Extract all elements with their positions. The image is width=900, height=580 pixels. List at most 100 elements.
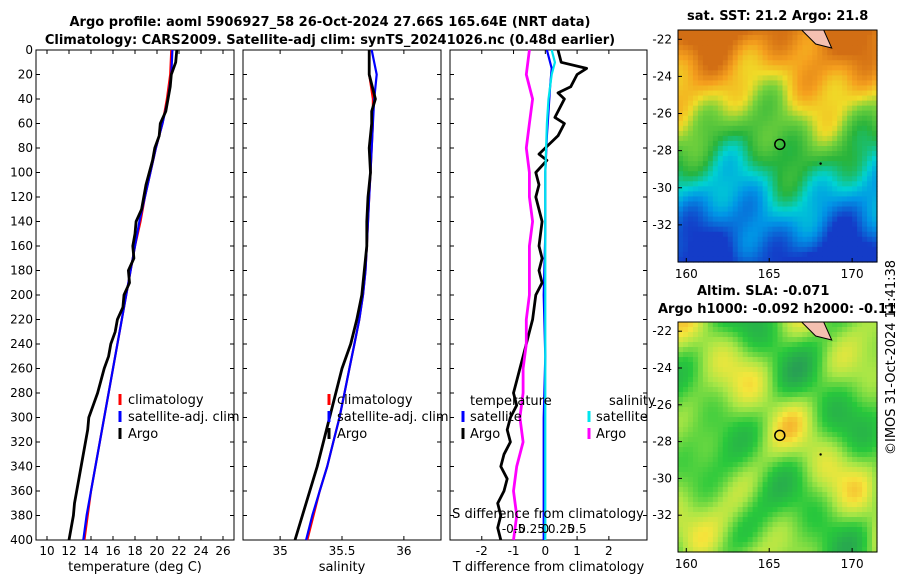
map-cell bbox=[697, 246, 704, 253]
map-cell bbox=[757, 30, 764, 36]
map-cell bbox=[747, 397, 754, 403]
map-cell bbox=[787, 221, 794, 228]
map-cell bbox=[772, 482, 779, 488]
map-cell bbox=[867, 246, 873, 253]
map-cell bbox=[782, 477, 789, 483]
map-cell bbox=[812, 547, 818, 553]
map-cell bbox=[812, 216, 818, 223]
map-cell bbox=[737, 472, 744, 478]
map-cell bbox=[767, 186, 774, 192]
map-cell bbox=[807, 65, 813, 71]
map-cell bbox=[782, 417, 789, 423]
map-cell bbox=[777, 487, 784, 493]
map-cell bbox=[747, 462, 754, 468]
map-cell bbox=[787, 140, 794, 147]
map-cell bbox=[867, 60, 873, 66]
map-cell bbox=[772, 85, 779, 92]
map-cell bbox=[817, 547, 823, 553]
map-cell bbox=[837, 75, 843, 82]
map-cell bbox=[707, 80, 714, 87]
map-cell bbox=[732, 181, 739, 187]
map-cell bbox=[752, 487, 759, 493]
map-cell bbox=[742, 362, 749, 368]
map-cell bbox=[782, 105, 789, 112]
map-cell bbox=[697, 30, 704, 36]
map-cell bbox=[727, 60, 734, 66]
map-cell bbox=[737, 95, 744, 102]
map-cell bbox=[812, 120, 818, 127]
map-cell bbox=[727, 171, 734, 177]
map-cell bbox=[867, 166, 873, 172]
map-cell bbox=[717, 166, 724, 172]
map-cell bbox=[772, 196, 779, 203]
map-cell bbox=[727, 140, 734, 147]
map-cell bbox=[852, 477, 858, 483]
map-cell bbox=[807, 392, 813, 398]
map-cell bbox=[837, 65, 843, 71]
map-cell bbox=[852, 90, 858, 97]
map-cell bbox=[737, 246, 744, 253]
map-cell bbox=[727, 517, 734, 523]
map-cell bbox=[682, 532, 689, 538]
map-cell bbox=[802, 497, 808, 503]
map-cell bbox=[867, 412, 873, 418]
map-cell bbox=[852, 95, 858, 102]
map-cell bbox=[867, 427, 873, 433]
map-cell bbox=[777, 407, 784, 413]
map-cell bbox=[867, 50, 873, 56]
map-cell bbox=[872, 352, 878, 358]
map-cell bbox=[717, 100, 724, 107]
map-cell bbox=[742, 120, 749, 127]
map-cell bbox=[678, 387, 684, 393]
map-cell bbox=[817, 357, 823, 363]
map-cell bbox=[678, 417, 684, 423]
map-cell bbox=[742, 166, 749, 172]
map-cell bbox=[682, 362, 689, 368]
map-cell bbox=[847, 251, 853, 258]
map-cell bbox=[707, 256, 714, 263]
map-cell bbox=[797, 447, 803, 453]
map-cell bbox=[752, 130, 759, 137]
map-cell bbox=[822, 110, 828, 117]
map-cell bbox=[697, 151, 704, 157]
map-cell bbox=[732, 191, 739, 198]
map-cell bbox=[702, 482, 709, 488]
map-cell bbox=[678, 422, 684, 428]
map-cell bbox=[682, 75, 689, 82]
map-cell bbox=[857, 447, 863, 453]
map-cell bbox=[762, 130, 769, 137]
map-cell bbox=[682, 322, 689, 328]
map-cell bbox=[702, 327, 709, 333]
map-cell bbox=[682, 241, 689, 248]
map-cell bbox=[682, 251, 689, 258]
map-cell bbox=[727, 362, 734, 368]
map-cell bbox=[862, 35, 868, 41]
map-cell bbox=[792, 412, 798, 418]
map-cell bbox=[822, 422, 828, 428]
map-cell bbox=[792, 517, 798, 523]
map-cell bbox=[827, 347, 833, 353]
map-cell bbox=[792, 447, 798, 453]
map-cell bbox=[717, 367, 724, 373]
map-cell bbox=[817, 75, 823, 82]
map-cell bbox=[847, 327, 853, 333]
map-cell bbox=[872, 437, 878, 443]
map-cell bbox=[852, 357, 858, 363]
map-cell bbox=[702, 35, 709, 41]
map-cell bbox=[752, 382, 759, 388]
map-cell bbox=[772, 35, 779, 41]
map-cell bbox=[862, 522, 868, 528]
map-cell bbox=[687, 55, 694, 61]
map-cell bbox=[817, 45, 823, 51]
map-cell bbox=[782, 70, 789, 76]
map-cell bbox=[702, 367, 709, 373]
map-cell bbox=[697, 432, 704, 438]
map-cell bbox=[807, 211, 813, 218]
map-cell bbox=[707, 432, 714, 438]
map-cell bbox=[762, 85, 769, 92]
map-cell bbox=[787, 422, 794, 428]
map-cell bbox=[857, 30, 863, 36]
map-cell bbox=[782, 347, 789, 353]
map-cell bbox=[752, 447, 759, 453]
map-cell bbox=[872, 397, 878, 403]
